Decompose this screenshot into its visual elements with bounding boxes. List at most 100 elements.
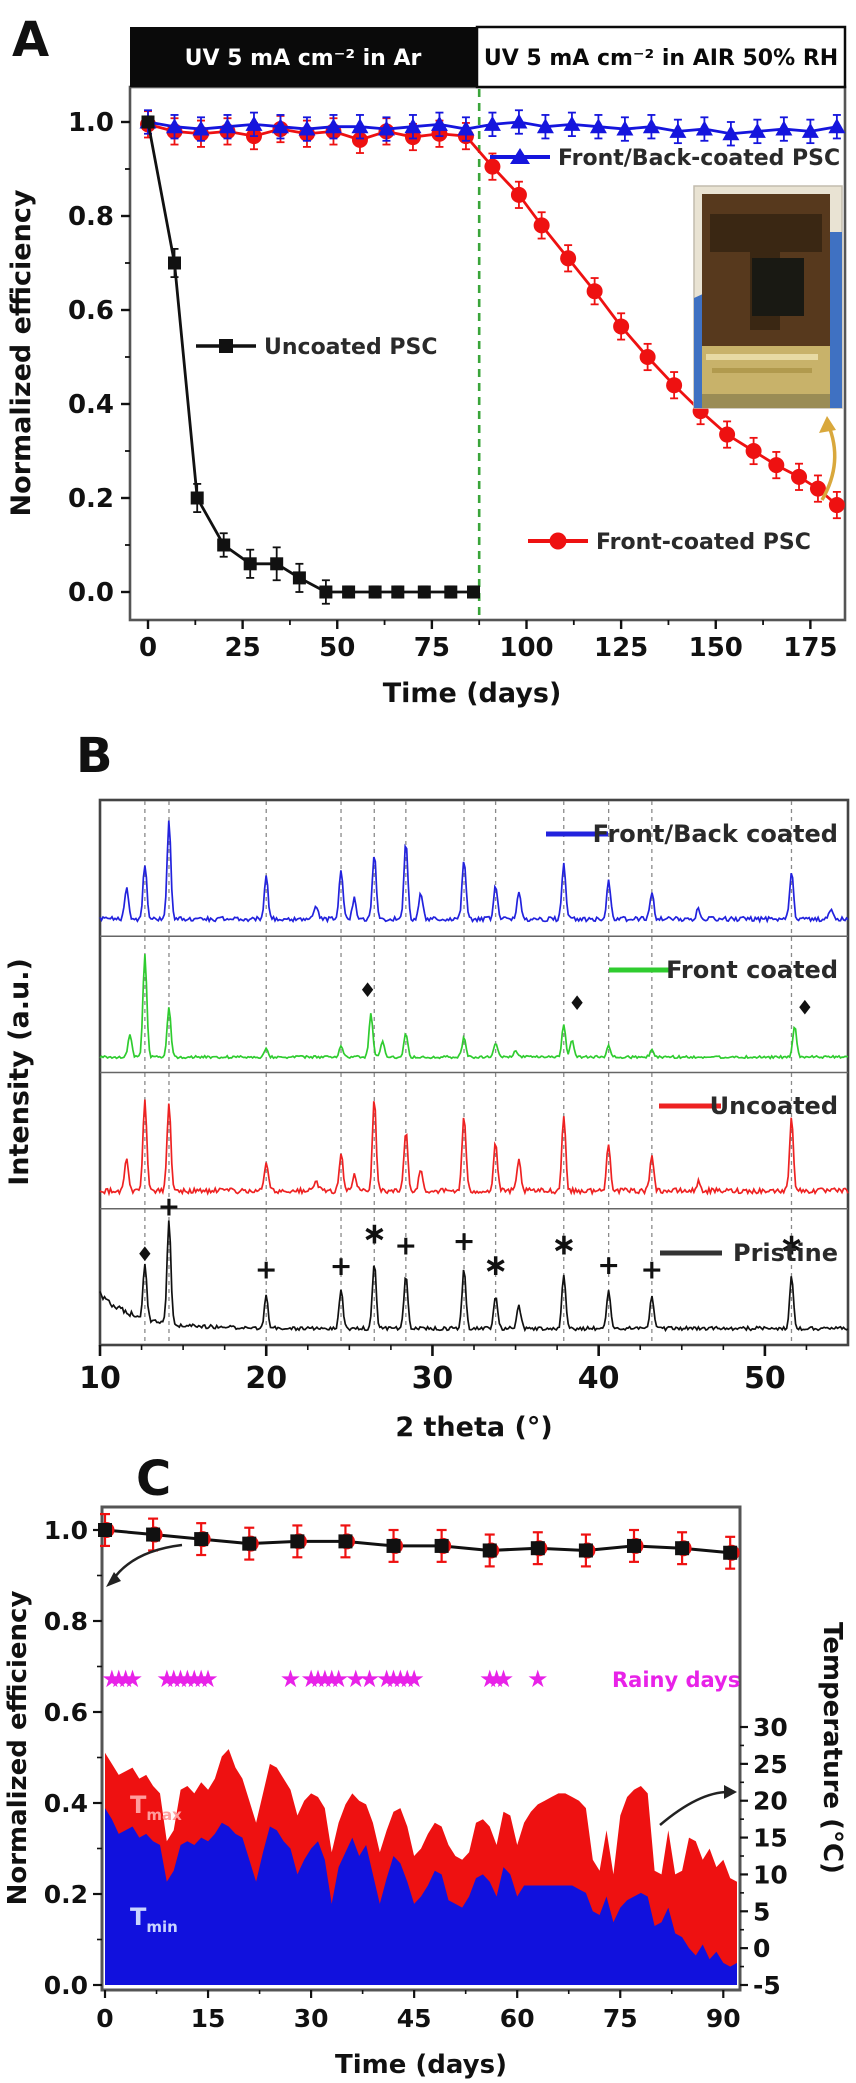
svg-text:★: ★ bbox=[122, 1665, 144, 1693]
panel-b-ylabel: Intensity (a.u.) bbox=[4, 958, 35, 1186]
header-air-box bbox=[475, 25, 847, 89]
svg-text:★: ★ bbox=[527, 1665, 549, 1693]
svg-text:1.0: 1.0 bbox=[68, 108, 114, 138]
svg-text:★: ★ bbox=[190, 1665, 212, 1693]
panel-c-xlabel: Time (days) bbox=[335, 2050, 507, 2080]
svg-text:90: 90 bbox=[706, 2004, 741, 2033]
svg-text:★: ★ bbox=[115, 1665, 137, 1693]
svg-text:+: + bbox=[330, 1251, 353, 1282]
svg-text:★: ★ bbox=[486, 1665, 508, 1693]
svg-text:60: 60 bbox=[500, 2004, 535, 2033]
efficiency-series bbox=[98, 1512, 740, 1570]
panel-b-chart: 10 20 30 40 50♦♦ ♦♦++ +∗ + +∗∗+ +∗ B Intensity (a… bbox=[4, 728, 850, 1443]
front-legend-label: Front-coated PSC bbox=[596, 530, 811, 555]
svg-text:20: 20 bbox=[245, 1361, 287, 1396]
svg-text:30: 30 bbox=[294, 2004, 329, 2033]
svg-text:★: ★ bbox=[383, 1665, 405, 1693]
svg-text:★: ★ bbox=[197, 1665, 219, 1693]
svg-text:★: ★ bbox=[101, 1665, 123, 1693]
svg-text:50: 50 bbox=[744, 1361, 786, 1396]
svg-text:★: ★ bbox=[170, 1665, 192, 1693]
rainy-days-label: Rainy days bbox=[612, 1668, 740, 1692]
panel-c-chart: 0.0 0.2 0.4 0.6 0.8 1.0 -5 0 5 10 15 20 25 30 0 15 30 45 6… bbox=[3, 1451, 847, 2080]
svg-text:0.8: 0.8 bbox=[44, 1607, 88, 1636]
svg-text:40: 40 bbox=[578, 1361, 620, 1396]
gold-streak-2 bbox=[712, 368, 812, 373]
svg-text:+: + bbox=[255, 1254, 278, 1285]
svg-text:+: + bbox=[453, 1226, 476, 1257]
temperature-axis-arrow bbox=[659, 1785, 737, 1826]
svg-text:5: 5 bbox=[753, 1897, 770, 1926]
legend-b-pristine: Pristine bbox=[660, 1239, 838, 1267]
svg-text:★: ★ bbox=[307, 1665, 329, 1693]
svg-text:-5: -5 bbox=[753, 1971, 781, 2000]
svg-text:125: 125 bbox=[594, 633, 648, 663]
svg-text:+: + bbox=[597, 1250, 620, 1281]
svg-text:45: 45 bbox=[397, 2004, 432, 2033]
legend-uncoated-psc: Uncoated PSC bbox=[196, 335, 438, 360]
b-legend-uncoated: Uncoated bbox=[710, 1092, 838, 1120]
device-photo-inset bbox=[693, 185, 843, 409]
svg-text:∗: ∗ bbox=[779, 1228, 804, 1263]
svg-text:★: ★ bbox=[300, 1665, 322, 1693]
svg-text:0.4: 0.4 bbox=[44, 1789, 88, 1818]
svg-text:★: ★ bbox=[108, 1665, 130, 1693]
svg-text:+: + bbox=[158, 1192, 181, 1223]
b-legend-pristine: Pristine bbox=[733, 1239, 838, 1267]
efficiency-arrowhead bbox=[106, 1572, 121, 1587]
svg-text:★: ★ bbox=[493, 1665, 515, 1693]
xrd-trace-uncoated bbox=[99, 1099, 849, 1197]
svg-text:★: ★ bbox=[345, 1665, 367, 1693]
svg-text:★: ★ bbox=[184, 1665, 206, 1693]
svg-text:30: 30 bbox=[753, 1713, 788, 1742]
legend-frontback-coated-psc: Front/Back-coated PSC bbox=[490, 146, 840, 171]
series-front-back-coated-psc bbox=[139, 109, 846, 147]
svg-text:10: 10 bbox=[79, 1361, 121, 1396]
header-air-text: UV 5 mA cm⁻² in AIR 50% RH bbox=[484, 46, 838, 71]
tmax-label: Tmax bbox=[130, 1791, 182, 1824]
svg-text:♦: ♦ bbox=[136, 1242, 154, 1266]
panel-b-xlabel: 2 theta (°) bbox=[395, 1412, 552, 1443]
svg-text:★: ★ bbox=[163, 1665, 185, 1693]
panel-a-label: A bbox=[12, 12, 49, 68]
device-aperture bbox=[752, 258, 804, 316]
temperature-arrowhead bbox=[724, 1785, 737, 1799]
svg-text:♦: ♦ bbox=[359, 978, 377, 1002]
svg-text:+: + bbox=[641, 1254, 664, 1285]
svg-text:★: ★ bbox=[479, 1665, 501, 1693]
panel-a-ylabel: Normalized efficiency bbox=[6, 189, 37, 516]
svg-text:0.6: 0.6 bbox=[68, 296, 114, 326]
panel-a-generated: 0.0 0.2 0.4 0.6 0.8 1.0 0 25 50 75 100 125 150 175 bbox=[68, 85, 847, 663]
svg-text:1.0: 1.0 bbox=[44, 1516, 88, 1545]
svg-text:★: ★ bbox=[376, 1665, 398, 1693]
xrd-trace-front-back-coated bbox=[99, 820, 849, 924]
xrd-trace-front-coated: ♦ ♦ ♦ bbox=[99, 954, 849, 1060]
svg-text:0: 0 bbox=[139, 633, 157, 663]
panel-b-generated: 10 20 30 40 50♦♦ ♦♦++ +∗ + +∗∗+ +∗ bbox=[79, 798, 850, 1396]
device-bottom-strip bbox=[702, 394, 830, 408]
svg-text:75: 75 bbox=[414, 633, 450, 663]
svg-text:15: 15 bbox=[753, 1824, 788, 1853]
b-legend-front: Front coated bbox=[666, 956, 838, 984]
panel-a-chart: 0.00.20.40.60.81.00 25 50 75 100 125 150 175 A … bbox=[6, 12, 847, 709]
panel-a-xlabel: Time (days) bbox=[383, 678, 562, 709]
svg-text:★: ★ bbox=[314, 1665, 336, 1693]
tmin-area bbox=[105, 1808, 737, 1985]
svg-text:♦: ♦ bbox=[796, 996, 814, 1020]
frontback-legend-marker bbox=[510, 148, 530, 164]
tmin-label: Tmin bbox=[130, 1903, 178, 1936]
svg-text:0: 0 bbox=[753, 1934, 770, 1963]
xrd-trace-pristine: ♦++ +∗ + +∗∗+ +∗ bbox=[99, 1192, 849, 1333]
header-ar-text: UV 5 mA cm⁻² in Ar bbox=[185, 46, 422, 71]
svg-text:0.6: 0.6 bbox=[44, 1698, 88, 1727]
svg-text:10: 10 bbox=[753, 1860, 788, 1889]
svg-text:150: 150 bbox=[689, 633, 743, 663]
svg-text:0.0: 0.0 bbox=[68, 578, 114, 608]
svg-text:0.4: 0.4 bbox=[68, 390, 114, 420]
b-legend-frontback: Front/Back coated bbox=[593, 820, 838, 848]
svg-text:0.2: 0.2 bbox=[44, 1880, 88, 1909]
series-uncoated-psc bbox=[141, 115, 481, 605]
svg-text:75: 75 bbox=[603, 2004, 638, 2033]
rainy-day-stars: ★★★★ ★★★★★★★ ★ ★★★★★★★★★★★★ ★★★ ★ bbox=[101, 1665, 548, 1693]
